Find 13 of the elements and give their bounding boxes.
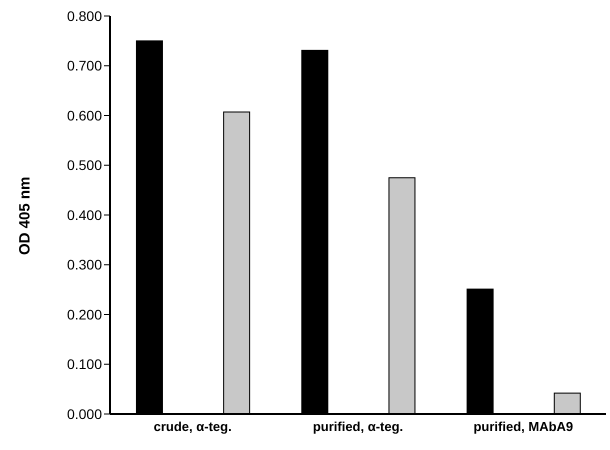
y-tick-label: 0.600 [66, 107, 102, 124]
y-tick-label: 0.200 [66, 306, 102, 322]
y-tick-label: 0.100 [66, 356, 102, 372]
y-tick-label: 0.500 [66, 157, 102, 174]
y-tick-label: 0.400 [66, 206, 102, 223]
y-tick-label: 0.300 [66, 256, 102, 273]
x-tick-label: purified, α-teg. [312, 419, 404, 434]
x-tick-label: crude, α-teg. [154, 419, 232, 434]
y-tick-label: 0.000 [66, 406, 102, 422]
y-tick-label: 0.700 [66, 58, 102, 74]
x-tick-label: purified, MAbA9 [473, 419, 574, 434]
y-axis-title: OD 405 nm [16, 176, 34, 255]
y-tick-label: 0.800 [66, 8, 102, 24]
